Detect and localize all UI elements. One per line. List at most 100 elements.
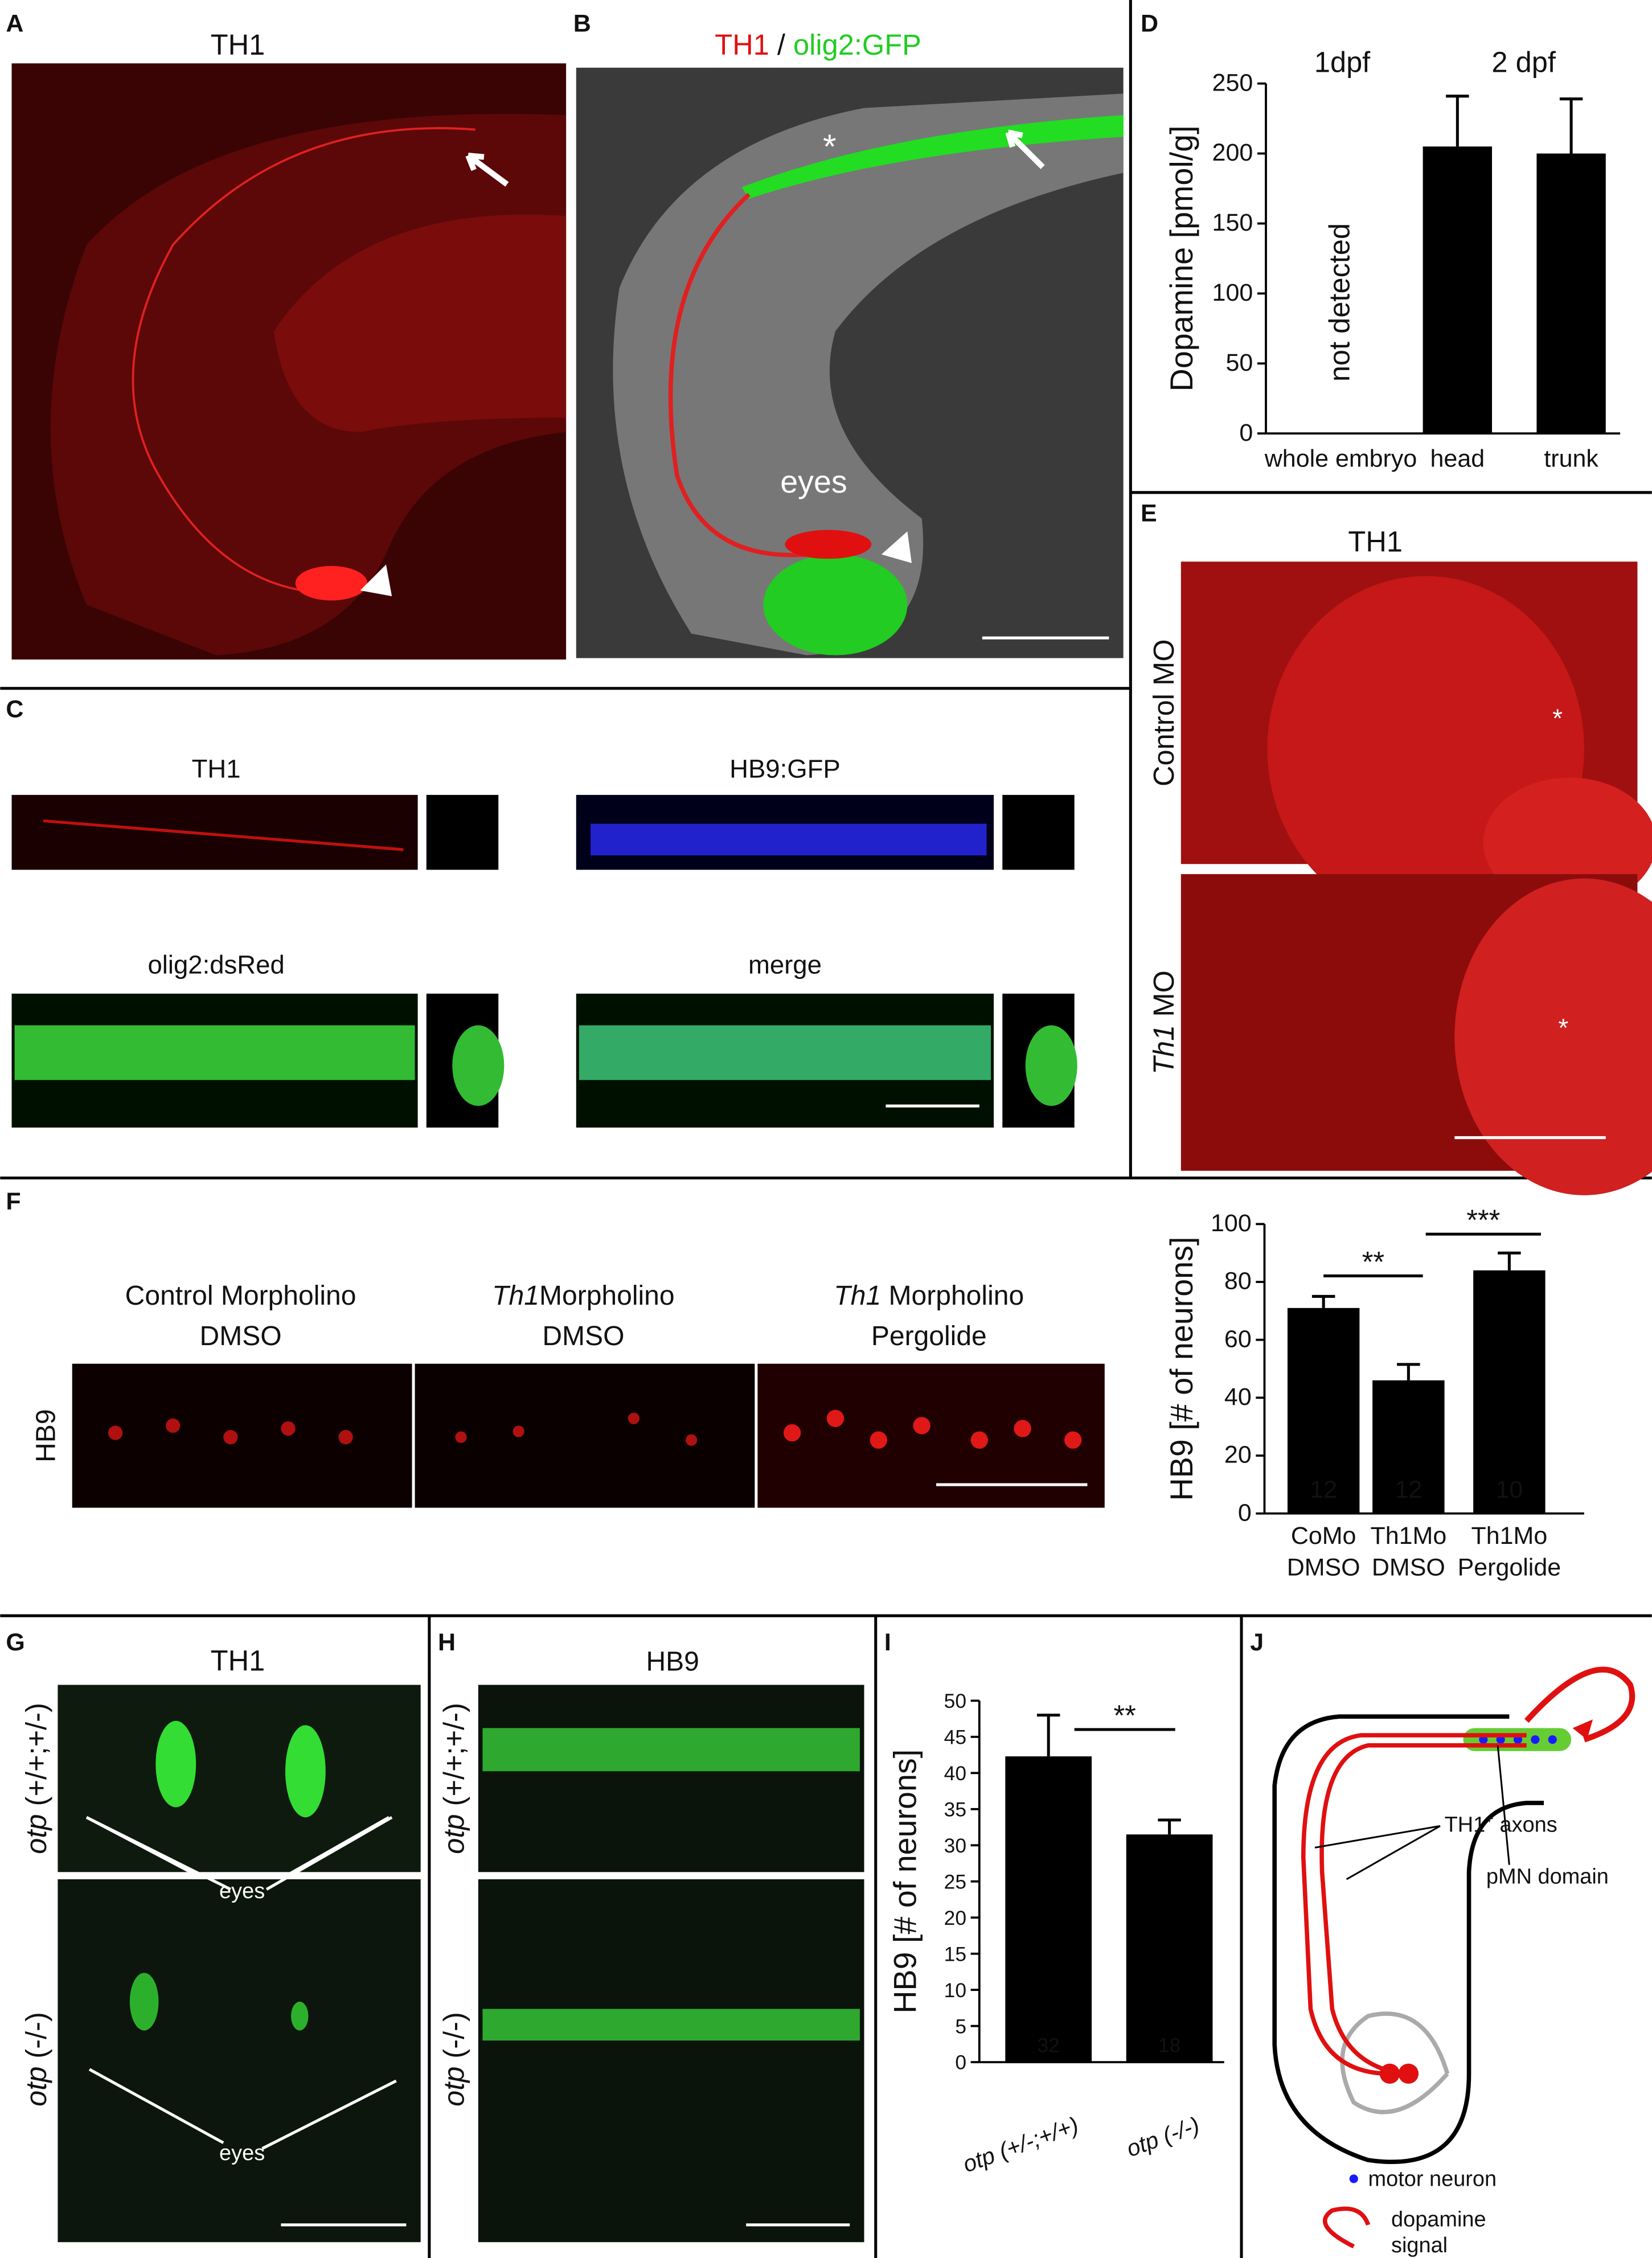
shape — [1531, 1735, 1540, 1744]
eye-lines — [88, 2068, 397, 2150]
micrograph — [72, 1363, 412, 1508]
axon — [132, 127, 475, 592]
eye-outline — [1340, 2011, 1450, 2114]
neurons — [285, 1725, 326, 1818]
arrowhead — [360, 564, 392, 596]
axon — [1319, 1743, 1527, 2076]
y-tick-label: 40 — [944, 1762, 966, 1785]
arrowhead — [881, 531, 912, 563]
column-label: Th1Morpholino — [492, 1281, 674, 1311]
neurons — [785, 530, 872, 559]
n-label: 18 — [1158, 2034, 1180, 2056]
y-tick-label: 20 — [1224, 1441, 1252, 1469]
n-label: 32 — [1037, 2034, 1059, 2056]
nuclei — [482, 2009, 860, 2041]
y-tick-label: 0 — [1238, 1499, 1252, 1526]
panel-title: TH1 — [1348, 525, 1403, 558]
eye-lines — [85, 1816, 393, 1891]
x-tick-label: Pergolide — [1458, 1554, 1561, 1581]
nuclei — [482, 1728, 860, 1772]
y-tick-label: 35 — [944, 1798, 966, 1821]
shape — [166, 1418, 181, 1433]
x-tick-label: head — [1430, 445, 1485, 472]
neurons — [295, 565, 368, 601]
text-part: otp — [438, 1814, 470, 1854]
neurons — [291, 2001, 309, 2031]
panel-title: HB9 — [646, 1646, 699, 1677]
shape — [108, 1425, 123, 1440]
embryo-outline — [1272, 1714, 1544, 2164]
y-axis-title: HB9 [# of neurons] — [888, 1749, 923, 2014]
arrowhead — [1572, 1719, 1593, 1740]
y-tick-label: 100 — [1212, 279, 1253, 306]
nuclei — [579, 1025, 991, 1080]
label: TH1+ axons — [1445, 1810, 1557, 1837]
row-label: Th1 MO — [1147, 970, 1180, 1075]
group-label: 1dpf — [1314, 46, 1371, 78]
row-label: otp (+/+;+/-) — [438, 1703, 470, 1854]
y-tick-label: 30 — [944, 1834, 966, 1857]
x-tick-label: whole embryo — [1264, 445, 1417, 472]
y-tick-label: 250 — [1212, 69, 1253, 96]
panel-label: H — [438, 1629, 456, 1656]
y-tick-label: 200 — [1212, 139, 1253, 166]
text-part: Morpholino — [889, 1281, 1024, 1311]
text-part: Th1 — [492, 1281, 539, 1311]
column-label: Control Morpholino — [125, 1281, 356, 1311]
text-part: otp — [20, 2067, 52, 2107]
significance-label: ** — [1114, 1699, 1136, 1731]
image-title: olig2:dsRed — [147, 950, 284, 979]
asterisk: * — [1558, 1014, 1568, 1043]
y-tick-label: 100 — [1211, 1210, 1252, 1237]
text-part: (-/-) — [20, 2012, 52, 2058]
panel-title: TH1 — [211, 28, 265, 61]
panel-label: E — [1141, 499, 1157, 527]
n-label: 12 — [1395, 1476, 1422, 1503]
shape — [913, 1417, 930, 1435]
dopamine-signal — [1524, 1666, 1635, 1743]
y-tick-label: 80 — [1224, 1268, 1252, 1295]
shape — [826, 1409, 845, 1427]
yolk — [273, 214, 567, 432]
shape — [1064, 1431, 1082, 1449]
panel-title: TH1 — [211, 1644, 265, 1677]
row-label: otp (+/+;+/-) — [20, 1703, 52, 1854]
axon — [668, 192, 807, 558]
text-part: MO — [1147, 970, 1180, 1017]
text-part: / — [777, 28, 786, 61]
neurons — [129, 1973, 159, 2031]
y-tick-label: 0 — [955, 2051, 966, 2074]
annotation: not detected — [1323, 223, 1356, 382]
panel-label: G — [6, 1629, 24, 1656]
panel-label: F — [6, 1188, 21, 1215]
micrograph — [11, 794, 418, 870]
y-tick-label: 5 — [955, 2015, 966, 2038]
micrograph — [478, 1685, 864, 1872]
y-tick-label: 10 — [944, 1979, 966, 2002]
y-tick-label: 50 — [1225, 349, 1253, 376]
column-label: DMSO — [200, 1321, 282, 1351]
image-title: HB9:GFP — [729, 754, 841, 783]
cross-section — [452, 1025, 505, 1107]
row-label: HB9 — [31, 1409, 61, 1462]
image-title: TH1 — [192, 754, 241, 783]
neuron — [1379, 2063, 1400, 2084]
text-part: Th1 — [1147, 1025, 1180, 1075]
y-tick-label: 40 — [1224, 1383, 1252, 1411]
asterisk: * — [823, 127, 837, 166]
axon — [43, 819, 404, 851]
shape — [783, 1424, 801, 1442]
neuron — [1398, 2063, 1419, 2084]
y-tick-label: 150 — [1212, 209, 1253, 236]
micrograph — [415, 1363, 755, 1508]
legend-label: dopamine — [1391, 2207, 1486, 2231]
shape — [685, 1434, 698, 1446]
axon — [1301, 1733, 1527, 2076]
bar — [1287, 1308, 1360, 1514]
y-axis-title: Dopamine [pmol/g] — [1164, 125, 1199, 391]
neurons — [155, 1720, 196, 1808]
nuclei — [783, 1409, 1082, 1449]
